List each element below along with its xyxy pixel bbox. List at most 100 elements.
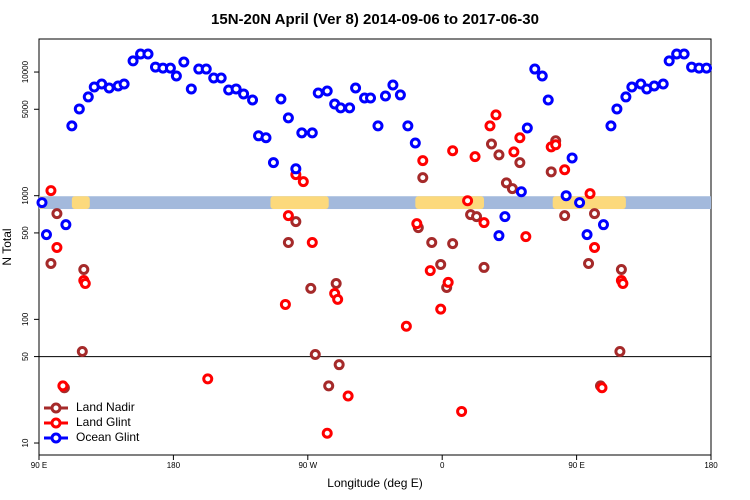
point (127, 55, 139, 67)
point (493, 230, 505, 242)
point (275, 93, 287, 105)
y-tick-label: 10 (21, 438, 30, 447)
point (335, 102, 347, 114)
point (45, 185, 57, 197)
point (442, 276, 454, 288)
point (478, 217, 490, 229)
point (499, 211, 511, 223)
point (238, 88, 250, 100)
x-tick-label: 90 W (298, 461, 317, 470)
x-tick-label: 180 (167, 461, 181, 470)
point (514, 132, 526, 144)
point (170, 70, 182, 82)
point (663, 55, 675, 67)
point (79, 277, 91, 289)
x-axis-label: Longitude (deg E) (327, 476, 422, 490)
legend-marker (50, 432, 62, 444)
point (309, 348, 321, 360)
point (409, 137, 421, 149)
point (350, 82, 362, 94)
point (118, 78, 130, 90)
y-tick-label: 50 (21, 352, 30, 361)
x-tick-label: 90 E (31, 461, 47, 470)
point (484, 120, 496, 132)
point (51, 242, 63, 254)
legend-label: Ocean Glint (76, 430, 140, 444)
point (365, 92, 377, 104)
point (267, 157, 279, 169)
point (426, 237, 438, 249)
point (60, 219, 72, 231)
point (282, 237, 294, 249)
series (36, 48, 713, 242)
point (305, 282, 317, 294)
series (45, 135, 627, 394)
point (589, 242, 601, 254)
point (435, 258, 447, 270)
x-tick-label: 180 (704, 461, 718, 470)
point (581, 229, 593, 241)
point (297, 176, 309, 188)
series (45, 109, 629, 439)
land-segment (270, 196, 329, 210)
point (583, 257, 595, 269)
point (615, 264, 627, 276)
point (648, 80, 660, 92)
y-tick-label: 100 (21, 312, 30, 326)
point (514, 157, 526, 169)
point (490, 109, 502, 121)
point (103, 82, 115, 94)
point (323, 380, 335, 392)
point (701, 62, 713, 74)
point (574, 197, 586, 209)
y-tick-label: 1000 (21, 186, 30, 204)
point (515, 186, 527, 198)
land-segment (415, 196, 485, 210)
y-axis-label: N Total (0, 228, 14, 265)
point (506, 183, 518, 195)
point (597, 219, 609, 231)
point (469, 151, 481, 163)
y-tick-label: 5000 (21, 100, 30, 118)
plot-frame (38, 38, 712, 456)
point (142, 48, 154, 60)
point (596, 382, 608, 394)
point (344, 102, 356, 114)
point (605, 120, 617, 132)
point (82, 91, 94, 103)
point (611, 103, 623, 115)
point (312, 87, 324, 99)
point (400, 320, 412, 332)
point (424, 265, 436, 277)
point (584, 188, 596, 200)
point (178, 56, 190, 68)
point (589, 208, 601, 220)
point (508, 146, 520, 158)
point (51, 208, 63, 220)
chart-title: 15N-20N April (Ver 8) 2014-09-06 to 2017… (211, 11, 539, 28)
point (40, 229, 52, 241)
point (332, 293, 344, 305)
point (456, 405, 468, 417)
legend-marker (50, 417, 62, 429)
point (290, 163, 302, 175)
point (559, 210, 571, 222)
point (330, 277, 342, 289)
point (536, 70, 548, 82)
point (529, 63, 541, 75)
point (520, 231, 532, 243)
point (550, 139, 562, 151)
point (230, 83, 242, 95)
point (321, 427, 333, 439)
point (36, 197, 48, 209)
point (559, 164, 571, 176)
point (542, 94, 554, 106)
point (296, 127, 308, 139)
point (202, 373, 214, 385)
point (247, 94, 259, 106)
point (290, 216, 302, 228)
point (379, 90, 391, 102)
point (76, 345, 88, 357)
point (282, 112, 294, 124)
x-tick-label: 0 (440, 461, 445, 470)
